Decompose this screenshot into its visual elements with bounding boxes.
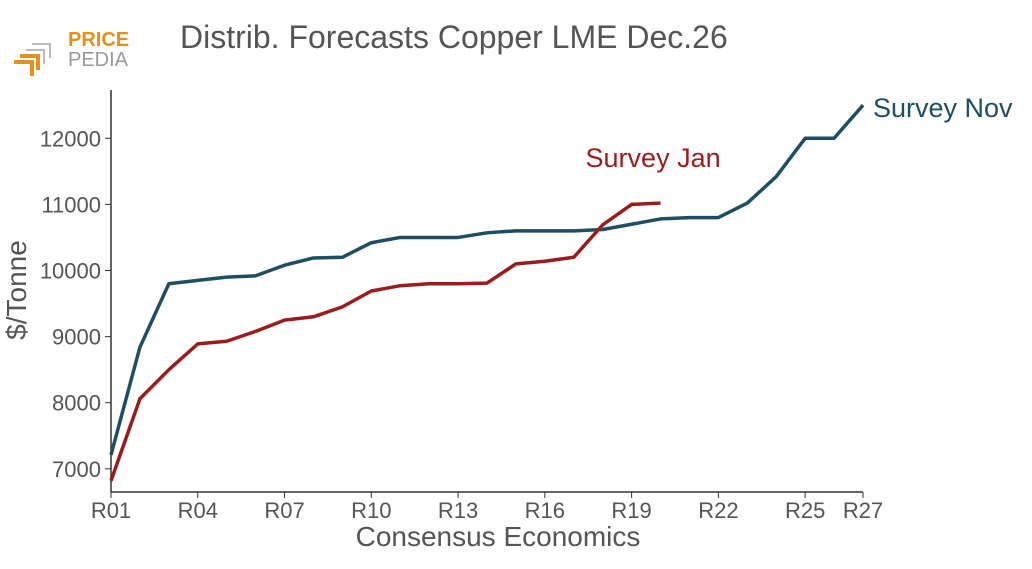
x-tick-label: R19 <box>611 498 651 523</box>
x-tick-label: R27 <box>843 498 883 523</box>
logo-icon <box>26 43 51 64</box>
series-label: Survey Jan <box>586 143 721 173</box>
chart-title: Distrib. Forecasts Copper LME Dec.26 <box>180 19 728 55</box>
y-tick-label: 12000 <box>40 126 101 151</box>
logo-icon <box>14 54 40 76</box>
y-tick-label: 10000 <box>40 259 101 284</box>
y-tick-label: 11000 <box>41 192 101 217</box>
x-tick-label: R13 <box>438 498 478 523</box>
x-axis-label: Consensus Economics <box>356 521 641 552</box>
logo: PRICE PEDIA <box>14 29 129 76</box>
x-tick-label: R22 <box>698 498 738 523</box>
series-line <box>109 201 661 482</box>
x-tick-label: R01 <box>91 498 131 523</box>
x-tick-label: R25 <box>785 498 825 523</box>
x-tick-label: R10 <box>351 498 391 523</box>
x-tick-label: R04 <box>178 498 218 523</box>
logo-text: PRICE <box>68 29 129 51</box>
logo-text: PEDIA <box>68 49 129 71</box>
series-line <box>109 104 865 456</box>
series-label: Survey Nov <box>873 93 1013 123</box>
x-tick-label: R07 <box>264 498 304 523</box>
y-tick-label: 8000 <box>52 391 101 416</box>
x-tick-label: R16 <box>525 498 565 523</box>
y-tick-label: 7000 <box>52 457 101 482</box>
y-axis-label: $/Tonne <box>1 240 32 340</box>
y-tick-label: 9000 <box>52 325 101 350</box>
